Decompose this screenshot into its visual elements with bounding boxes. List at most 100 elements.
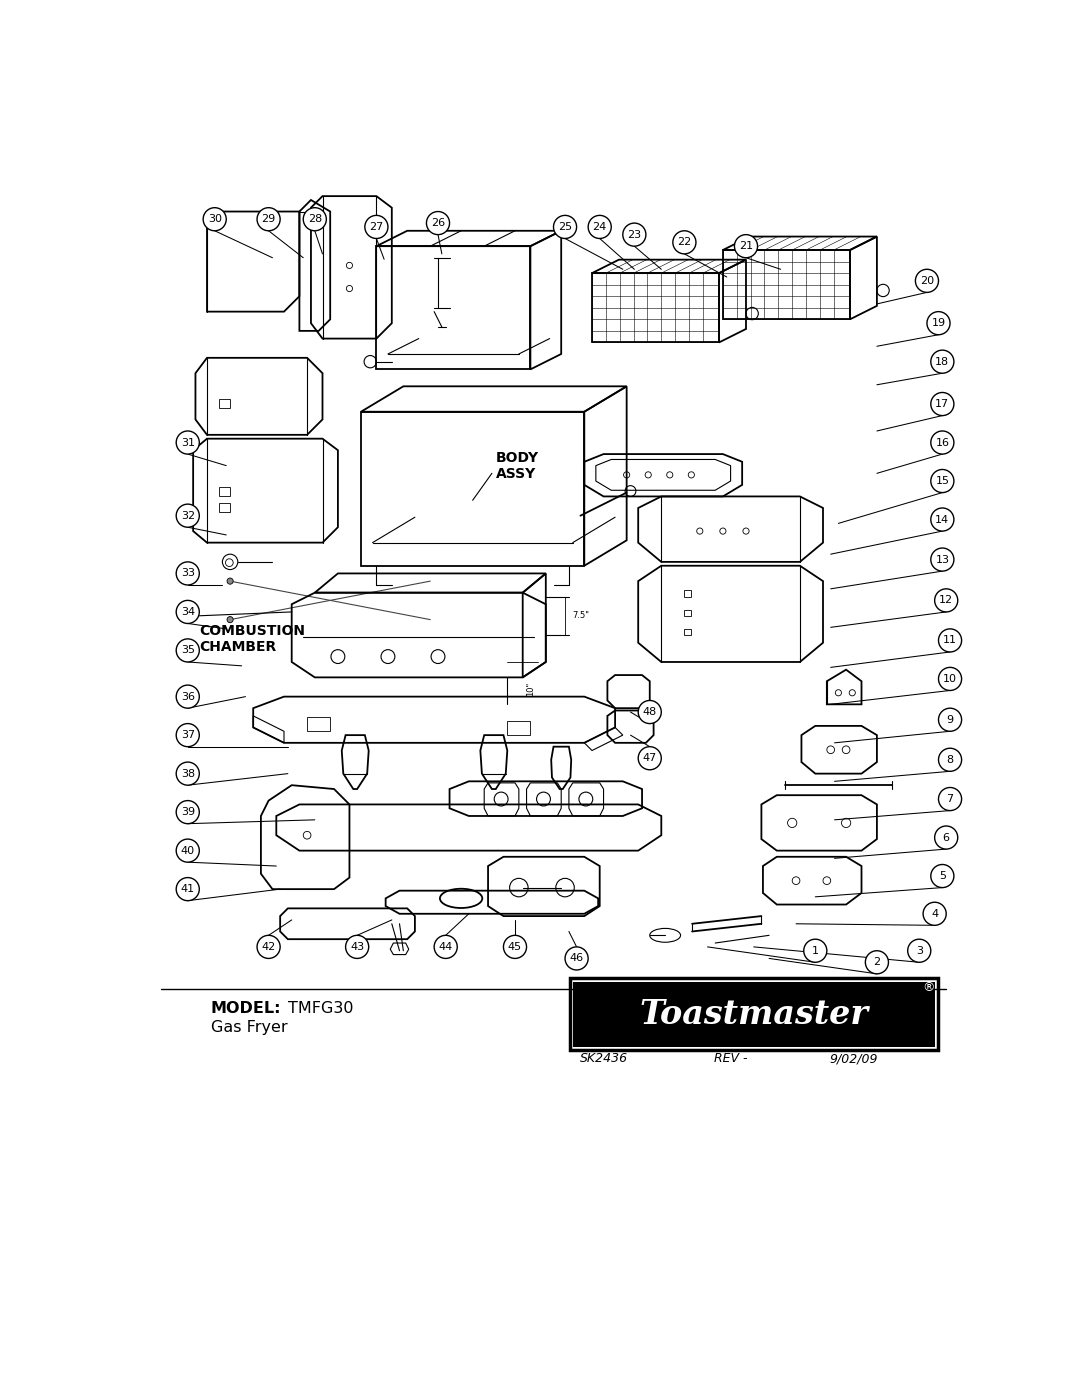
Text: 14: 14 xyxy=(935,514,949,524)
Text: 48: 48 xyxy=(643,707,657,717)
Text: 8: 8 xyxy=(946,754,954,764)
Text: 15: 15 xyxy=(935,476,949,486)
Text: 36: 36 xyxy=(180,692,194,701)
Circle shape xyxy=(434,936,457,958)
Text: 19: 19 xyxy=(931,319,946,328)
Text: Toastmaster: Toastmaster xyxy=(639,997,868,1031)
Bar xyxy=(307,718,330,731)
Bar xyxy=(685,609,690,616)
Text: 2: 2 xyxy=(874,957,880,967)
Text: 46: 46 xyxy=(569,953,583,964)
Circle shape xyxy=(257,208,280,231)
Text: COMBUSTION
CHAMBER: COMBUSTION CHAMBER xyxy=(200,624,306,654)
Circle shape xyxy=(931,432,954,454)
Text: 41: 41 xyxy=(180,884,194,894)
Text: 39: 39 xyxy=(180,807,194,817)
Text: 43: 43 xyxy=(350,942,364,951)
Text: 5: 5 xyxy=(939,872,946,882)
Circle shape xyxy=(931,469,954,493)
Circle shape xyxy=(923,902,946,925)
Text: 34: 34 xyxy=(180,606,194,617)
Circle shape xyxy=(931,865,954,887)
Circle shape xyxy=(734,235,757,257)
Text: 6: 6 xyxy=(943,833,949,842)
Circle shape xyxy=(939,668,961,690)
Text: MODEL:: MODEL: xyxy=(211,1002,282,1016)
Text: 17: 17 xyxy=(935,400,949,409)
Circle shape xyxy=(939,749,961,771)
Text: 47: 47 xyxy=(643,753,657,763)
Circle shape xyxy=(931,548,954,571)
Bar xyxy=(572,982,934,1046)
Text: 20: 20 xyxy=(920,275,934,286)
Text: 32: 32 xyxy=(180,511,194,521)
Circle shape xyxy=(916,270,939,292)
Text: 9: 9 xyxy=(946,715,954,725)
Circle shape xyxy=(176,877,200,901)
Text: 7.5": 7.5" xyxy=(572,612,590,620)
Circle shape xyxy=(927,312,950,335)
Circle shape xyxy=(934,826,958,849)
Circle shape xyxy=(673,231,696,254)
Text: 38: 38 xyxy=(180,768,194,778)
Text: 16: 16 xyxy=(935,437,949,447)
Text: 40: 40 xyxy=(180,845,194,855)
Text: ®: ® xyxy=(922,981,934,995)
Bar xyxy=(685,629,690,636)
Circle shape xyxy=(176,763,200,785)
Circle shape xyxy=(303,208,326,231)
Bar xyxy=(218,488,230,496)
Bar xyxy=(218,503,230,511)
Text: 21: 21 xyxy=(739,242,753,251)
Circle shape xyxy=(931,351,954,373)
Text: Gas Fryer: Gas Fryer xyxy=(211,1020,287,1035)
Circle shape xyxy=(176,601,200,623)
Text: 27: 27 xyxy=(369,222,383,232)
Text: SK2436: SK2436 xyxy=(580,1052,627,1065)
Circle shape xyxy=(203,208,226,231)
Circle shape xyxy=(931,393,954,415)
Circle shape xyxy=(939,629,961,652)
Text: 26: 26 xyxy=(431,218,445,228)
Circle shape xyxy=(589,215,611,239)
Text: 7: 7 xyxy=(946,793,954,805)
Text: 35: 35 xyxy=(180,645,194,655)
Text: 4: 4 xyxy=(931,909,939,919)
Bar xyxy=(218,398,230,408)
Text: 31: 31 xyxy=(180,437,194,447)
Text: BODY
ASSY: BODY ASSY xyxy=(496,450,539,481)
Circle shape xyxy=(176,638,200,662)
Text: 9/02/09: 9/02/09 xyxy=(829,1052,878,1065)
Text: 30: 30 xyxy=(207,214,221,225)
Bar xyxy=(508,721,530,735)
Circle shape xyxy=(804,939,827,963)
Circle shape xyxy=(638,746,661,770)
Circle shape xyxy=(176,800,200,824)
Circle shape xyxy=(503,936,527,958)
Circle shape xyxy=(931,509,954,531)
Text: 22: 22 xyxy=(677,237,691,247)
Text: 1: 1 xyxy=(812,946,819,956)
Circle shape xyxy=(176,685,200,708)
Circle shape xyxy=(176,432,200,454)
Circle shape xyxy=(176,724,200,746)
Circle shape xyxy=(554,215,577,239)
Bar xyxy=(569,978,937,1051)
Text: 42: 42 xyxy=(261,942,275,951)
Circle shape xyxy=(346,936,368,958)
Circle shape xyxy=(227,578,233,584)
Circle shape xyxy=(934,588,958,612)
Text: 10": 10" xyxy=(527,682,536,696)
Circle shape xyxy=(939,708,961,731)
Circle shape xyxy=(176,840,200,862)
Text: 12: 12 xyxy=(940,595,954,605)
Text: REV -: REV - xyxy=(714,1052,747,1065)
Circle shape xyxy=(227,616,233,623)
Text: 3: 3 xyxy=(916,946,922,956)
Circle shape xyxy=(365,215,388,239)
Circle shape xyxy=(565,947,589,970)
Circle shape xyxy=(939,788,961,810)
Circle shape xyxy=(907,939,931,963)
Text: 44: 44 xyxy=(438,942,453,951)
Text: 33: 33 xyxy=(180,569,194,578)
